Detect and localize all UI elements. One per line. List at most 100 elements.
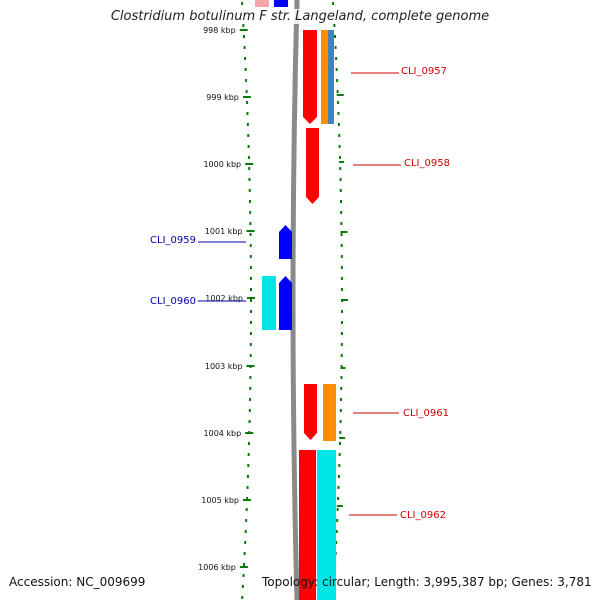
tick-mark-major	[336, 505, 343, 507]
outer-tick-ring	[332, 2, 348, 599]
ruler-label: 1003 kbp	[205, 362, 243, 371]
tick-mark	[244, 530, 247, 533]
ruler-label: 1005 kbp	[201, 496, 239, 505]
tick-mark	[340, 343, 343, 346]
tick-mark	[245, 519, 248, 522]
tick-mark	[249, 244, 252, 247]
cds-arrow	[304, 384, 317, 440]
tick-mark-major	[340, 231, 348, 233]
tick-mark	[249, 387, 252, 390]
tick-mark	[335, 68, 338, 71]
gene-label: CLI_0960	[150, 296, 196, 307]
tick-mark	[340, 255, 343, 258]
ruler-major-tick	[243, 499, 251, 501]
ruler-major-tick	[242, 96, 251, 98]
gene-bar	[317, 450, 336, 600]
tick-mark	[249, 299, 252, 302]
tick-mark	[337, 123, 340, 126]
tick-mark	[246, 123, 249, 126]
accession-text: Accession: NC_009699	[9, 575, 146, 589]
tick-mark	[335, 530, 338, 533]
tick-mark	[249, 343, 252, 346]
tick-mark	[245, 90, 248, 93]
tick-mark	[244, 541, 247, 544]
tick-mark	[248, 409, 251, 412]
ruler-major-tick	[246, 365, 255, 367]
tick-mark	[248, 189, 251, 192]
ruler-major-tick	[245, 163, 254, 165]
tick-mark	[340, 200, 342, 203]
tick-mark	[340, 211, 343, 214]
ruler-major-tick	[245, 432, 254, 434]
tick-mark	[249, 222, 252, 225]
tick-mark	[337, 497, 340, 500]
tick-mark	[247, 464, 250, 467]
tick-mark	[246, 112, 249, 115]
gene-label: CLI_0962	[400, 510, 446, 521]
ruler-major-tick	[246, 230, 255, 232]
tick-mark	[338, 134, 341, 137]
gene-label: CLI_0959	[150, 235, 196, 246]
tick-mark	[241, 596, 244, 599]
tick-mark	[340, 222, 343, 225]
partial-feature	[274, 0, 288, 7]
tick-mark	[249, 310, 252, 313]
ruler-label: 1006 kbp	[198, 563, 236, 572]
tick-mark	[337, 486, 340, 489]
tick-mark	[337, 475, 340, 478]
tick-mark-major	[336, 94, 344, 96]
tick-mark	[249, 266, 252, 269]
tick-mark	[245, 508, 248, 511]
tick-mark	[338, 156, 341, 159]
tick-mark	[340, 387, 343, 390]
ruler-label: 1001 kbp	[205, 227, 243, 236]
tick-mark	[249, 376, 252, 379]
tick-mark	[332, 2, 335, 5]
tick-mark	[340, 266, 343, 269]
ruler-major-tick	[239, 566, 248, 568]
tick-mark	[340, 233, 343, 236]
tick-mark	[248, 178, 251, 181]
gene-label: CLI_0957	[401, 66, 447, 77]
tick-mark	[249, 321, 252, 324]
tick-mark	[334, 46, 337, 49]
ruler: 998 kbp 999 kbp 1000 kbp 1001 kbp 1002 kbp 10…	[198, 26, 255, 572]
tick-mark	[246, 101, 249, 104]
tick-mark	[336, 90, 339, 93]
tick-mark	[241, 2, 244, 5]
tick-mark	[247, 134, 250, 137]
tick-mark	[243, 46, 246, 49]
tick-mark	[336, 519, 339, 522]
ruler-label: 1002 kbp	[205, 294, 243, 303]
gene-label: CLI_0958	[404, 158, 450, 169]
ruler-label: 1000 kbp	[203, 160, 241, 169]
cds-arrow	[306, 128, 319, 204]
tick-mark	[340, 310, 343, 313]
genome-backbone-arc	[290, 0, 300, 601]
cds-arrow	[303, 30, 317, 124]
tick-mark	[340, 354, 343, 357]
tick-mark	[249, 398, 252, 401]
tick-mark	[249, 277, 252, 280]
tick-mark	[340, 376, 343, 379]
gene-label: CLI_0961	[403, 408, 449, 419]
gene-bar	[323, 384, 336, 441]
tick-mark	[339, 431, 342, 434]
tick-mark	[339, 420, 342, 423]
tick-mark	[246, 486, 249, 489]
tick-mark	[340, 365, 343, 368]
tick-mark	[243, 552, 246, 555]
tick-mark	[336, 79, 339, 82]
tick-mark	[249, 233, 252, 236]
tick-mark-major	[340, 367, 346, 369]
tick-mark	[249, 332, 252, 335]
tick-mark	[245, 79, 248, 82]
map-title: Clostridium botulinum F str. Langeland, …	[0, 9, 600, 24]
tick-mark	[243, 563, 246, 566]
tick-mark	[249, 288, 252, 291]
tick-mark-major	[340, 299, 348, 301]
tick-mark	[246, 475, 249, 478]
gene-bar	[321, 30, 329, 124]
